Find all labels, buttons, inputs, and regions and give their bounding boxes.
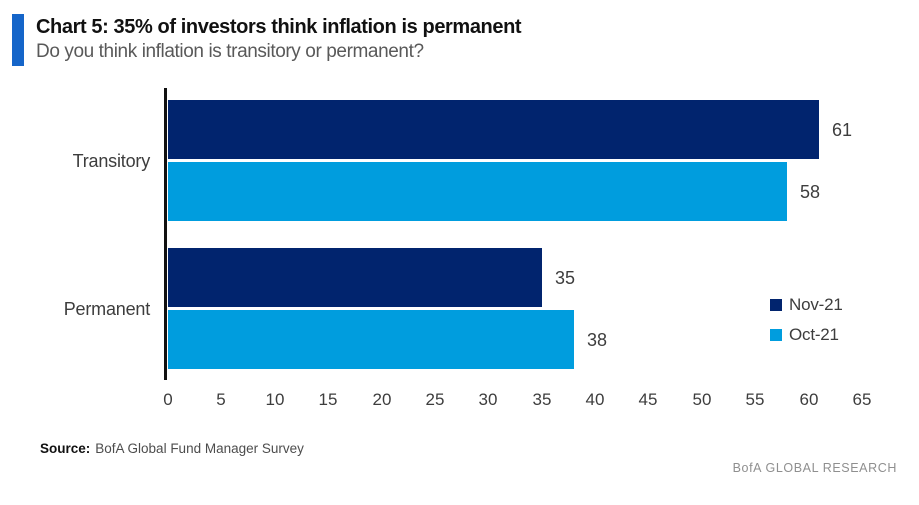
source-text: BofA Global Fund Manager Survey <box>95 441 304 456</box>
x-tick-15: 15 <box>318 390 338 409</box>
category-label-transitory: Transitory <box>72 150 151 171</box>
legend-swatch-nov-21 <box>770 299 782 311</box>
legend-label-nov-21: Nov-21 <box>789 295 843 314</box>
x-tick-35: 35 <box>532 390 552 409</box>
x-tick-5: 5 <box>216 390 226 409</box>
bar-nov-21-permanent <box>168 248 542 307</box>
header-text: Chart 5: 35% of investors think inflatio… <box>36 14 522 66</box>
x-tick-30: 30 <box>478 390 498 409</box>
x-tick-55: 55 <box>745 390 765 409</box>
legend-swatch-oct-21 <box>770 329 782 341</box>
x-tick-10: 10 <box>265 390 285 409</box>
value-label-nov-21-transitory: 61 <box>832 119 853 140</box>
accent-bar <box>12 14 24 66</box>
chart-legend: Nov-21 Oct-21 <box>770 295 843 357</box>
legend-label-oct-21: Oct-21 <box>789 325 839 344</box>
x-tick-25: 25 <box>425 390 445 409</box>
bar-oct-21-transitory <box>168 162 787 221</box>
bar-nov-21-transitory <box>168 100 819 159</box>
x-tick-20: 20 <box>372 390 392 409</box>
x-tick-0: 0 <box>163 390 173 409</box>
x-tick-60: 60 <box>799 390 819 409</box>
category-label-permanent: Permanent <box>63 298 150 319</box>
brand-footer: BofA GLOBAL RESEARCH <box>732 461 897 475</box>
value-label-oct-21-transitory: 58 <box>800 181 821 202</box>
legend-item-oct-21: Oct-21 <box>770 325 843 344</box>
y-axis-line <box>164 88 167 380</box>
x-tick-40: 40 <box>585 390 605 409</box>
chart-title: Chart 5: 35% of investors think inflatio… <box>36 16 522 38</box>
chart-header: Chart 5: 35% of investors think inflatio… <box>12 14 522 66</box>
source-line: Source: BofA Global Fund Manager Survey <box>40 441 304 456</box>
bar-oct-21-permanent <box>168 310 574 369</box>
value-label-oct-21-permanent: 38 <box>587 329 608 350</box>
x-tick-65: 65 <box>852 390 872 409</box>
value-label-nov-21-permanent: 35 <box>555 267 576 288</box>
x-tick-45: 45 <box>638 390 658 409</box>
legend-item-nov-21: Nov-21 <box>770 295 843 314</box>
source-label: Source: <box>40 441 91 456</box>
chart-subtitle: Do you think inflation is transitory or … <box>36 41 424 62</box>
x-tick-50: 50 <box>692 390 712 409</box>
